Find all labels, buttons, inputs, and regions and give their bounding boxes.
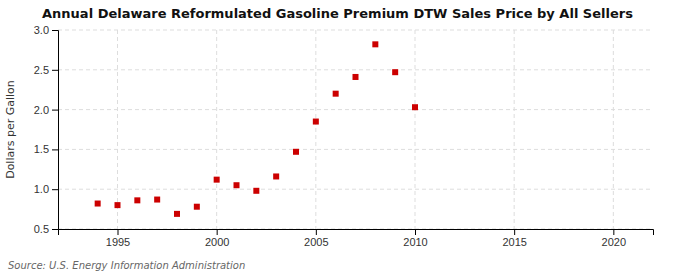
tick: 1.5	[34, 143, 58, 155]
x-axis: 1995 2000 2005 2010 2015 2020	[59, 229, 654, 248]
tick-mark	[415, 229, 416, 235]
tick: 0.5	[34, 223, 58, 235]
y-axis-title: Dollars per Gallon	[4, 80, 17, 179]
point	[154, 197, 160, 203]
tick: 2015	[502, 229, 526, 248]
tick-label: 2005	[304, 236, 328, 248]
point	[234, 182, 240, 188]
grid-line	[58, 109, 653, 110]
tick: 3.0	[34, 24, 58, 36]
plot: 1995 2000 2005 2010 2015 2020 0.5 1.0 1.5 2.0 2.5 3…	[34, 24, 654, 248]
point	[392, 69, 398, 75]
grid-line	[117, 30, 118, 229]
tick: 1995	[106, 229, 130, 248]
tick-label: 2010	[403, 236, 427, 248]
annotation: Source: U.S. Energy Information Administ…	[8, 260, 245, 271]
tick-mark	[316, 229, 317, 235]
point	[95, 201, 101, 207]
tick: 2000	[205, 229, 229, 248]
point	[253, 188, 259, 194]
point	[134, 197, 140, 203]
tick-label: 0.5	[34, 223, 49, 235]
points	[95, 41, 418, 217]
point	[174, 211, 180, 217]
grid-line	[415, 30, 416, 229]
grid-line	[514, 30, 515, 229]
tick-mark	[217, 229, 218, 235]
grid-line	[58, 69, 653, 70]
point	[194, 204, 200, 210]
point	[333, 91, 339, 97]
tick: 2.0	[34, 104, 58, 116]
title: Annual Delaware Reformulated Gasoline Pr…	[42, 6, 633, 21]
tick-label: 1.5	[34, 143, 49, 155]
point	[115, 202, 121, 208]
axis-line	[59, 230, 654, 236]
tick: 1.0	[34, 183, 58, 195]
tick: 2.5	[34, 64, 58, 76]
point	[372, 41, 378, 47]
point	[313, 119, 319, 125]
y-axis: 0.5 1.0 1.5 2.0 2.5 3.0	[34, 24, 59, 235]
grid	[58, 30, 653, 229]
tick-label: 3.0	[34, 24, 49, 36]
tick: 2005	[304, 229, 328, 248]
tick-mark	[613, 229, 614, 235]
tick-label: 2020	[602, 236, 626, 248]
grid-line	[613, 30, 614, 229]
point	[412, 104, 418, 110]
tick-mark	[52, 189, 58, 190]
point	[214, 177, 220, 183]
grid-line	[315, 30, 316, 229]
axis-line	[52, 31, 59, 230]
tick-mark	[52, 30, 58, 31]
point	[293, 149, 299, 155]
tick-mark	[52, 149, 58, 150]
grid-line	[58, 30, 653, 31]
grid-line	[216, 30, 217, 229]
tick-label: 1.0	[34, 183, 49, 195]
tick-label: 2.0	[34, 104, 49, 116]
tick-mark	[52, 70, 58, 71]
tick-label: 2.5	[34, 64, 49, 76]
tick-label: 2000	[205, 236, 229, 248]
tick-label: 2015	[502, 236, 526, 248]
chart: 1995 2000 2005 2010 2015 2020 0.5 1.0 1.5 2.0 2.5 3…	[0, 0, 675, 275]
grid-line	[58, 189, 653, 190]
tick-mark	[52, 110, 58, 111]
grid-line	[58, 149, 653, 150]
point	[273, 173, 279, 179]
tick: 2010	[403, 229, 427, 248]
tick-mark	[514, 229, 515, 235]
tick-mark	[52, 229, 58, 230]
point	[353, 74, 359, 80]
tick-mark	[118, 229, 119, 235]
tick: 2020	[602, 229, 626, 248]
tick-label: 1995	[106, 236, 130, 248]
